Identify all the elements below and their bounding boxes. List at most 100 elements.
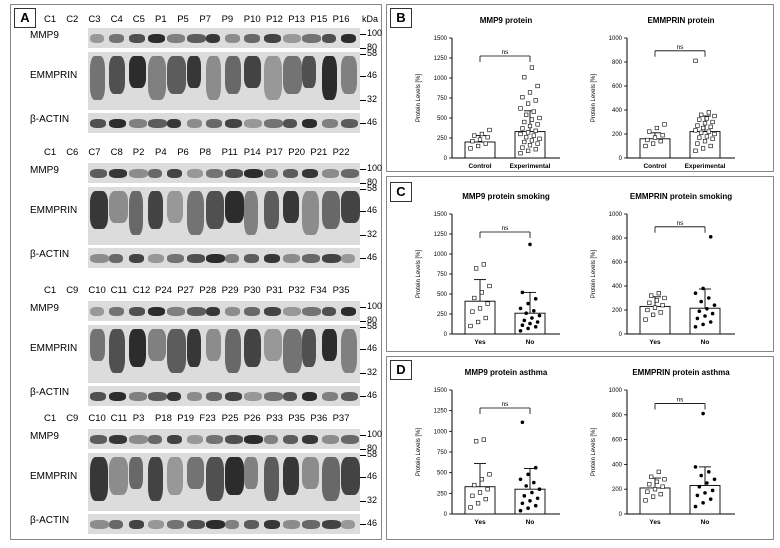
blot-strip	[88, 301, 360, 321]
data-point	[477, 490, 483, 495]
protein-band	[205, 307, 220, 316]
protein-band	[205, 191, 224, 229]
data-point	[652, 135, 658, 140]
y-tick-label: 800	[612, 236, 623, 242]
x-category-label: Control	[468, 163, 491, 170]
protein-band	[90, 457, 108, 501]
protein-band	[225, 435, 244, 444]
lane-label: C12	[132, 285, 151, 296]
mw-marker-label: 32	[367, 367, 378, 377]
blot-row-label: MMP9	[30, 165, 59, 176]
lane-label: C9	[66, 413, 79, 424]
data-point	[708, 124, 713, 129]
data-point	[699, 112, 704, 117]
lane-label: P11	[221, 147, 238, 158]
data-point	[477, 306, 483, 311]
protein-band	[205, 56, 221, 100]
y-tick-label: 1250	[434, 232, 448, 238]
protein-band	[263, 307, 281, 316]
data-point	[651, 141, 656, 146]
protein-band	[321, 329, 337, 361]
protein-band	[340, 254, 355, 263]
y-tick-label: 0	[619, 512, 623, 518]
protein-band	[186, 191, 204, 235]
data-point	[708, 235, 713, 239]
protein-band	[128, 56, 146, 88]
protein-band	[340, 435, 359, 444]
lane-label: P17	[266, 147, 283, 158]
lane-label: P20	[288, 147, 306, 158]
lane-label: P13	[288, 14, 306, 25]
blot-strip	[88, 429, 360, 449]
y-tick-label: 0	[619, 332, 623, 338]
chart-emmprin-protein: EMMPRIN protein Protein Levels [%] 0 200 400…	[591, 16, 735, 170]
protein-band	[147, 56, 166, 100]
data-point	[535, 83, 540, 89]
data-point	[649, 293, 654, 298]
blot-strip	[88, 187, 360, 245]
protein-band	[186, 392, 202, 401]
protein-band	[263, 435, 278, 444]
data-point	[697, 484, 702, 489]
y-tick-label: 1500	[434, 388, 448, 394]
data-point	[660, 484, 665, 489]
lane-label: P4	[155, 147, 167, 158]
data-point	[527, 90, 533, 95]
chart-title: MMP9 protein smoking	[462, 192, 550, 201]
protein-band	[167, 119, 182, 128]
mw-marker-tick	[360, 524, 366, 525]
protein-band	[225, 520, 240, 529]
data-point	[476, 501, 481, 506]
data-point	[474, 266, 479, 271]
lane-label: P12	[266, 14, 283, 25]
protein-band	[283, 520, 300, 529]
data-point	[701, 286, 705, 291]
data-point	[520, 290, 525, 295]
protein-band	[128, 520, 144, 529]
lane-label: P25	[221, 413, 239, 424]
data-point	[535, 496, 540, 501]
y-tick-label: 500	[437, 471, 448, 477]
y-tick-label: 750	[437, 272, 448, 278]
protein-band	[167, 56, 187, 94]
data-point	[468, 505, 473, 510]
data-point	[474, 439, 479, 444]
lane-label: P30	[243, 285, 261, 296]
data-point	[647, 482, 652, 487]
data-point	[527, 143, 533, 148]
data-point	[526, 301, 530, 306]
protein-band	[283, 307, 301, 316]
protein-band	[90, 119, 106, 128]
mw-marker-label: 58	[367, 48, 378, 58]
data-point	[651, 312, 656, 317]
data-point	[526, 326, 530, 331]
protein-band	[90, 307, 104, 316]
lane-label: P1	[155, 14, 167, 25]
blot-row-label: β-ACTIN	[30, 114, 70, 125]
data-point	[520, 126, 525, 131]
protein-band	[340, 56, 357, 94]
x-category-label: Yes	[649, 339, 661, 346]
mw-marker-tick	[360, 34, 366, 35]
protein-band	[283, 329, 302, 373]
mw-marker-label: 80	[367, 42, 378, 52]
data-point	[533, 465, 538, 470]
mw-marker-tick	[360, 100, 366, 101]
chart-mmp9-protein: MMP9 protein Protein Levels [%] 0 250 500 750…	[416, 16, 560, 170]
lane-label: P14	[243, 147, 261, 158]
protein-band	[321, 435, 339, 444]
lane-label: C7	[88, 147, 101, 158]
protein-band	[302, 191, 320, 235]
chart-title: MMP9 protein	[480, 16, 533, 25]
protein-band	[128, 254, 144, 263]
protein-band	[302, 56, 317, 88]
lane-label: P33	[266, 413, 283, 424]
protein-band	[186, 254, 205, 263]
protein-band	[340, 191, 360, 223]
data-point	[532, 480, 536, 485]
protein-band	[244, 56, 262, 88]
panel-b-label: B	[390, 8, 412, 28]
protein-band	[128, 307, 145, 316]
data-point	[643, 317, 648, 322]
protein-band	[205, 457, 224, 501]
